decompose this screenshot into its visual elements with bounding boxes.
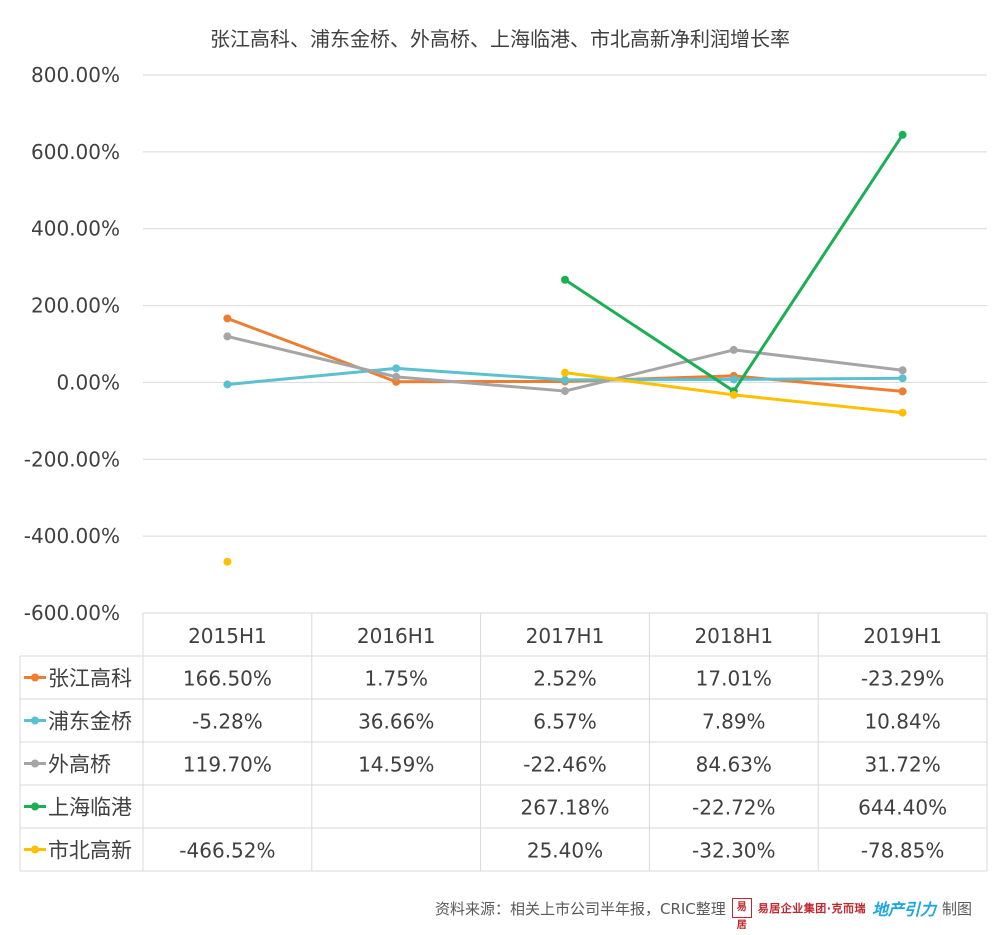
brand-logo-text: 地产引力	[871, 900, 936, 919]
data-point	[898, 130, 907, 139]
source-note: 资料来源：相关上市公司半年报，CRIC整理	[434, 899, 726, 918]
table-cell-value: 31.72%	[864, 753, 940, 777]
data-point	[392, 372, 401, 381]
table-cell-value: 14.59%	[358, 753, 434, 777]
table-cell-value: -22.46%	[523, 753, 606, 777]
cric-logo-text: 易居企业集团·克而瑞	[757, 902, 866, 915]
legend-label: 外高桥	[48, 753, 111, 777]
data-point	[898, 366, 907, 375]
data-point	[561, 387, 569, 396]
legend-key-marker	[31, 802, 39, 811]
table-cell-value: -5.28%	[192, 710, 263, 734]
table-cell-value: 1.75%	[364, 667, 428, 691]
x-category-label: 2019H1	[863, 624, 942, 648]
data-point	[898, 387, 907, 396]
table-cell-value: 10.84%	[864, 710, 940, 734]
legend-label: 市北高新	[48, 839, 132, 863]
data-point	[561, 368, 569, 377]
table-cell-value: 119.70%	[183, 753, 272, 777]
y-tick-label: 800.00%	[31, 63, 120, 87]
data-point	[898, 374, 907, 383]
data-point	[223, 332, 232, 341]
chart-title: 张江高科、浦东金桥、外高桥、上海临港、市北高新净利润增长率	[210, 27, 790, 51]
footer-suffix: 制图	[941, 899, 972, 918]
table-cell-value: 7.89%	[702, 710, 766, 734]
data-point	[729, 390, 738, 399]
table-cell-value: 84.63%	[696, 753, 772, 777]
legend-key-marker	[31, 673, 39, 682]
y-tick-label: 200.00%	[31, 294, 120, 318]
footer: 资料来源：相关上市公司半年报，CRIC整理 易居 易居企业集团·克而瑞 地产引力…	[434, 897, 972, 931]
data-point	[223, 314, 232, 323]
y-tick-label: -200.00%	[24, 447, 120, 471]
data-point	[729, 375, 738, 384]
data-point	[561, 275, 569, 284]
x-category-label: 2018H1	[694, 624, 773, 648]
x-category-label: 2016H1	[357, 624, 436, 648]
x-category-label: 2015H1	[188, 624, 267, 648]
data-point	[561, 375, 569, 384]
table-cell-value: 644.40%	[858, 796, 947, 820]
legend-label: 上海临港	[48, 796, 132, 820]
table-cell-value: 6.57%	[533, 710, 597, 734]
data-point	[392, 364, 401, 373]
data-point	[898, 408, 907, 417]
table-cell-value: 36.66%	[358, 710, 434, 734]
y-tick-label: 0.00%	[56, 370, 120, 394]
table-cell-value: -78.85%	[861, 839, 944, 863]
table-cell-value: 166.50%	[183, 667, 272, 691]
data-point	[223, 557, 232, 566]
table-cell-value: 17.01%	[696, 667, 772, 691]
data-point	[223, 380, 232, 389]
data-point	[729, 345, 738, 354]
legend-key-marker	[31, 716, 39, 725]
table-cell-value: -466.52%	[179, 839, 275, 863]
legend-label: 浦东金桥	[48, 710, 132, 734]
y-tick-label: 600.00%	[31, 140, 120, 164]
y-tick-label: 400.00%	[31, 217, 120, 241]
table-cell-value: 2.52%	[533, 667, 597, 691]
table-cell-value: -23.29%	[861, 667, 944, 691]
table-cell-value: -32.30%	[692, 839, 775, 863]
table-cell-value: 267.18%	[521, 796, 610, 820]
y-tick-label: -400.00%	[24, 524, 120, 548]
table-cell-value: -22.72%	[692, 796, 775, 820]
legend-key-marker	[31, 845, 39, 854]
legend-label: 张江高科	[48, 667, 132, 691]
cric-logo-icon: 易居	[731, 898, 752, 931]
y-tick-label: -600.00%	[24, 601, 120, 625]
table-cell-value: 25.40%	[527, 839, 603, 863]
x-category-label: 2017H1	[526, 624, 605, 648]
legend-key-marker	[31, 759, 39, 768]
